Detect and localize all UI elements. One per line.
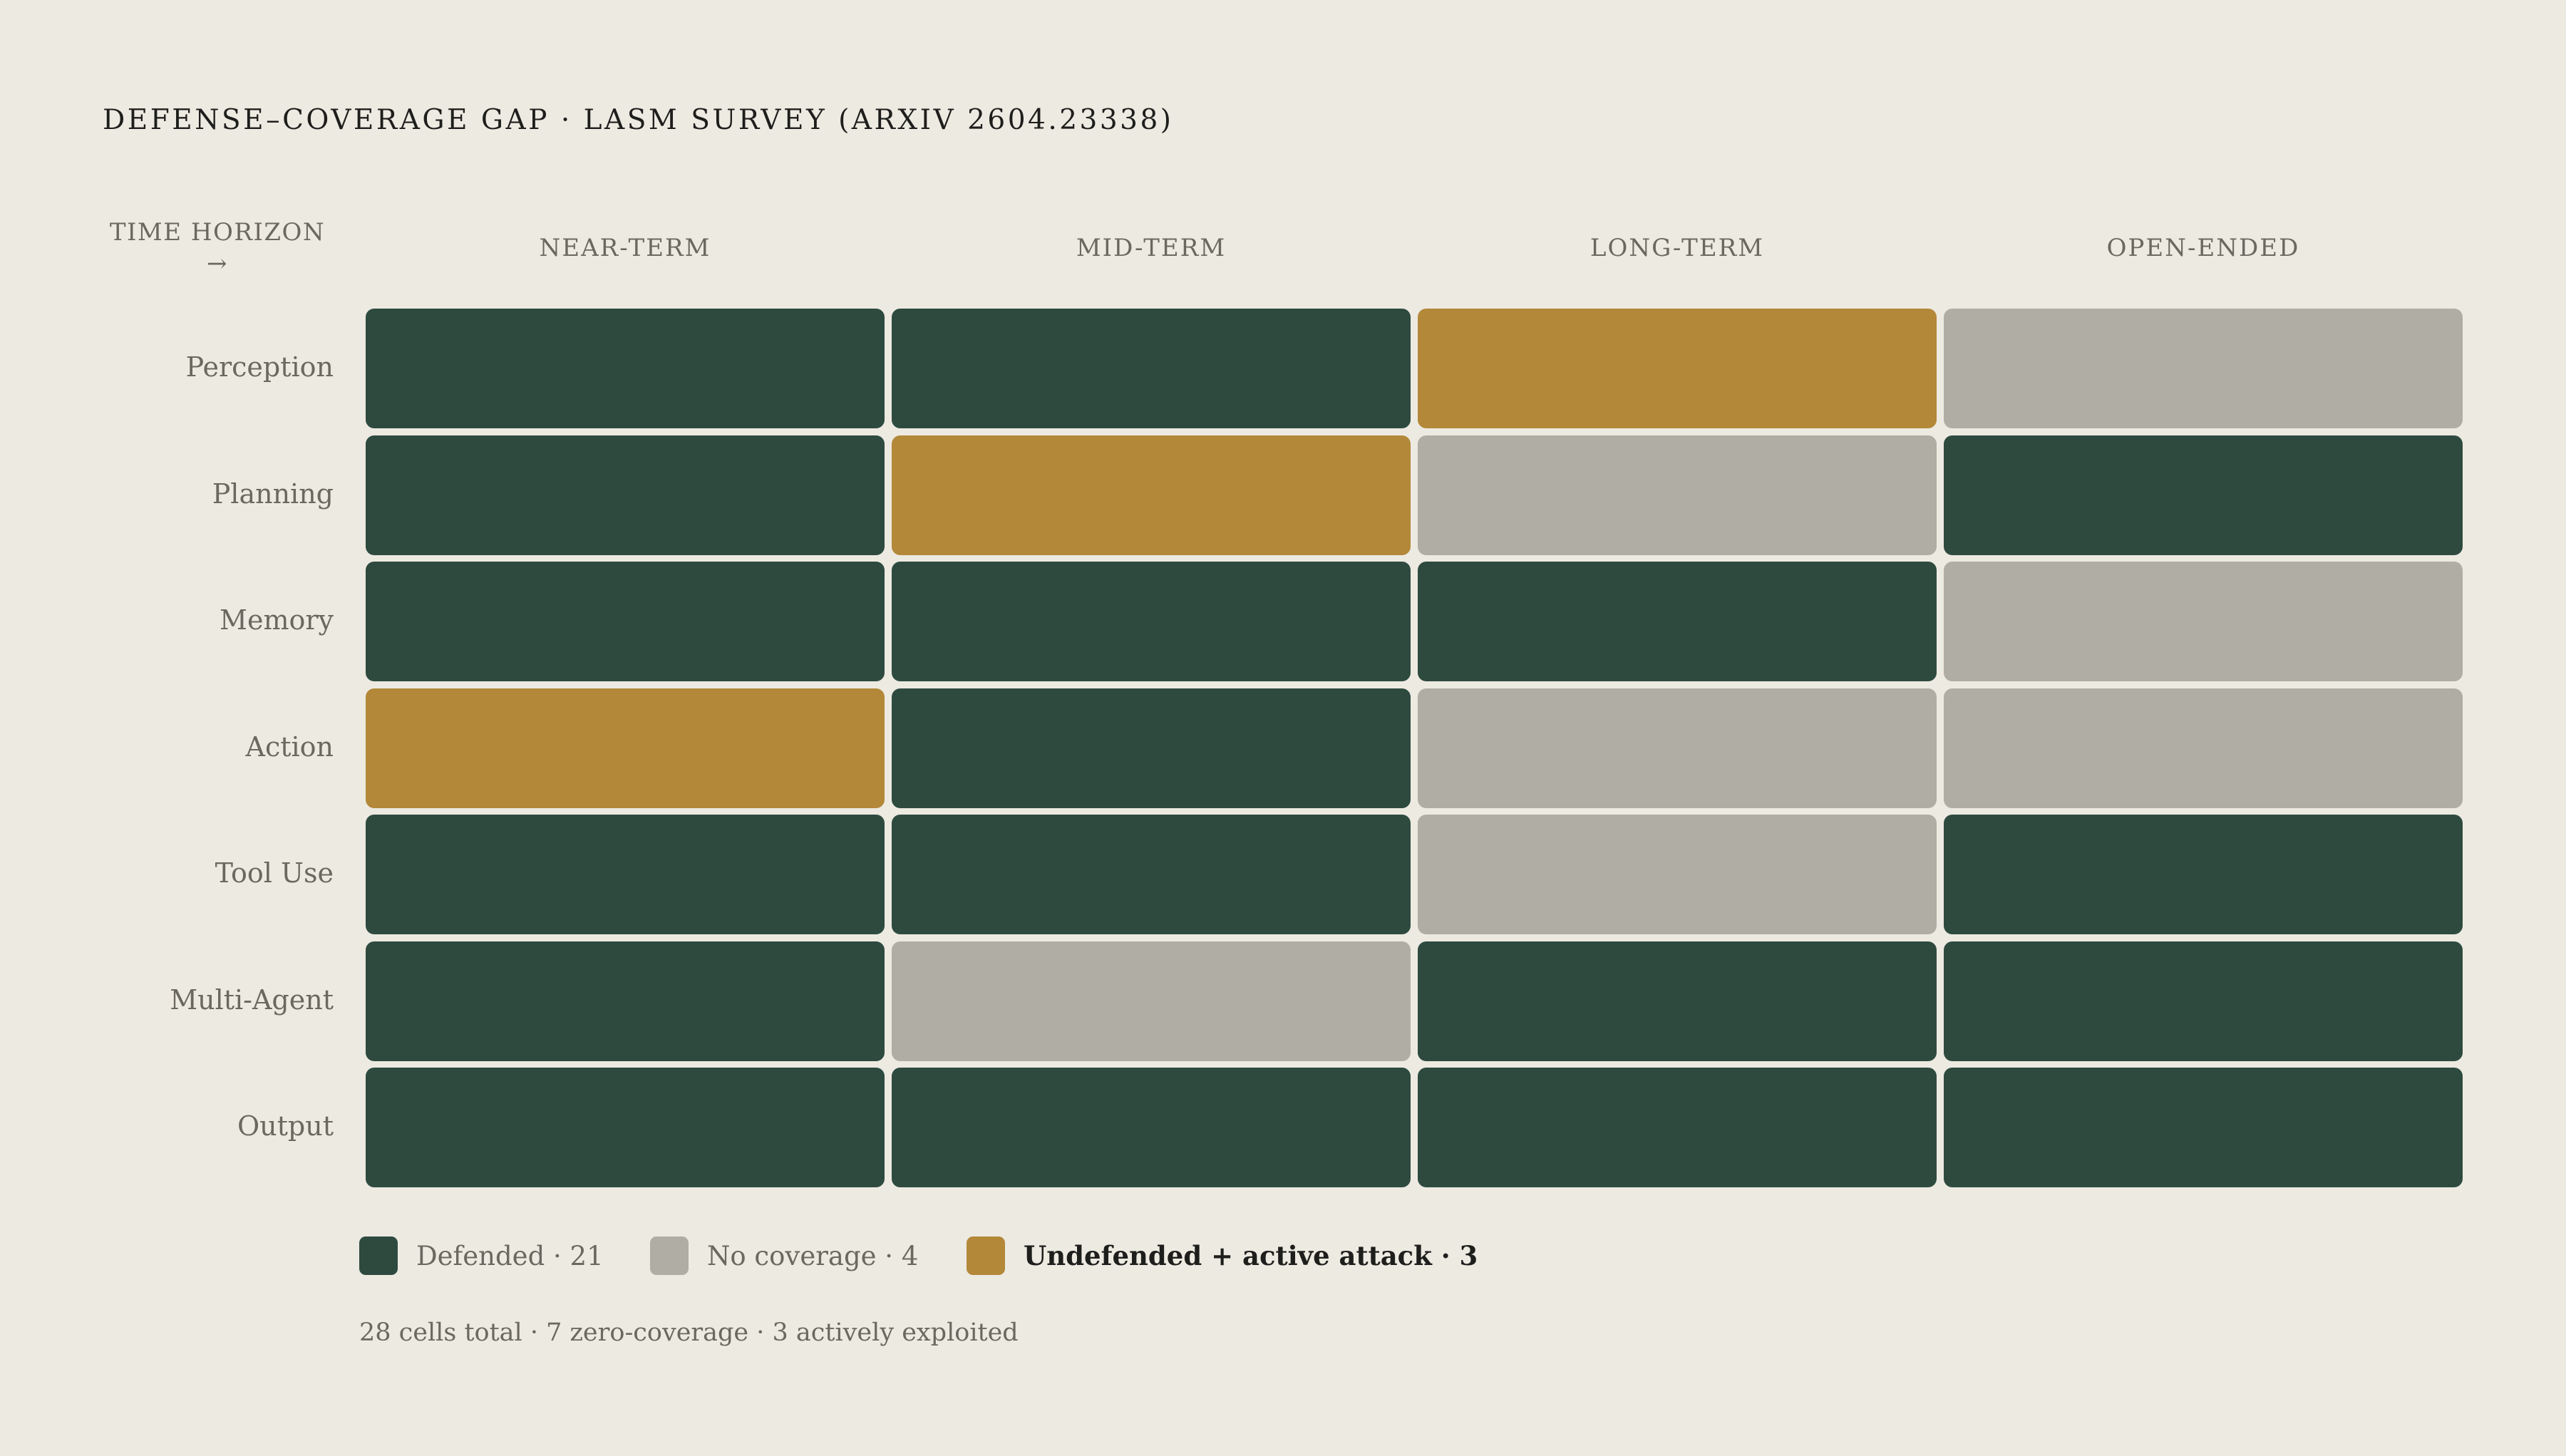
heatmap-cell-defended [1944, 1068, 2463, 1187]
heatmap-cell-undefended-active [1418, 309, 1937, 428]
row-label: Memory [220, 604, 334, 636]
heatmap-cell-defended [366, 815, 885, 934]
legend-swatch [359, 1236, 398, 1275]
heatmap-cell-defended [1944, 435, 2463, 555]
heatmap-cell-undefended-active [366, 688, 885, 808]
heatmap-cell-no-coverage [892, 941, 1411, 1061]
legend-item-undefended-active: Undefended + active attack · 3 [967, 1236, 1478, 1275]
heatmap-cell-no-coverage [1944, 562, 2463, 681]
row-label: Output [237, 1110, 334, 1142]
row-label: Multi-Agent [170, 983, 334, 1016]
heatmap-cell-defended [892, 1068, 1411, 1187]
chart-title: DEFENSE–COVERAGE GAP · LASM SURVEY (ARXI… [103, 104, 1174, 136]
heatmap-cell-defended [366, 309, 885, 428]
heatmap-cell-defended [1418, 1068, 1937, 1187]
row-label: Tool Use [215, 857, 334, 889]
column-header: MID-TERM [1076, 234, 1227, 262]
heatmap-cell-defended [1418, 941, 1937, 1061]
heatmap-cell-defended [892, 309, 1411, 428]
legend-item-no-coverage: No coverage · 4 [650, 1236, 918, 1275]
heatmap-cell-no-coverage [1944, 688, 2463, 808]
legend-swatch [650, 1236, 689, 1275]
heatmap-cell-defended [892, 562, 1411, 681]
column-header: OPEN-ENDED [2106, 234, 2300, 262]
legend-item-defended: Defended · 21 [359, 1236, 604, 1275]
heatmap-cell-no-coverage [1418, 688, 1937, 808]
heatmap-cell-no-coverage [1944, 309, 2463, 428]
heatmap-cell-defended [892, 688, 1411, 808]
column-header: LONG-TERM [1589, 234, 1765, 262]
row-label: Perception [185, 351, 334, 383]
row-label: Planning [212, 477, 334, 510]
heatmap-cell-defended [366, 435, 885, 555]
heatmap-cell-defended [366, 1068, 885, 1187]
heatmap-cell-no-coverage [1418, 815, 1937, 934]
heatmap-cell-no-coverage [1418, 435, 1937, 555]
column-header: NEAR-TERM [539, 234, 711, 262]
heatmap-cell-defended [1418, 562, 1937, 681]
heatmap-cell-defended [1944, 815, 2463, 934]
heatmap-cell-undefended-active [892, 435, 1411, 555]
legend-swatch [967, 1236, 1005, 1275]
heatmap-cell-defended [1944, 941, 2463, 1061]
heatmap-cell-defended [366, 941, 885, 1061]
legend-label: Defended · 21 [416, 1240, 604, 1271]
row-label: Action [245, 730, 334, 763]
heatmap-cell-defended [892, 815, 1411, 934]
summary-footnote: 28 cells total · 7 zero-coverage · 3 act… [359, 1318, 1019, 1347]
legend-label: Undefended + active attack · 3 [1024, 1240, 1478, 1271]
time-horizon-label: TIME HORIZON → [109, 218, 326, 278]
legend-label: No coverage · 4 [707, 1240, 919, 1271]
heatmap-cell-defended [366, 562, 885, 681]
